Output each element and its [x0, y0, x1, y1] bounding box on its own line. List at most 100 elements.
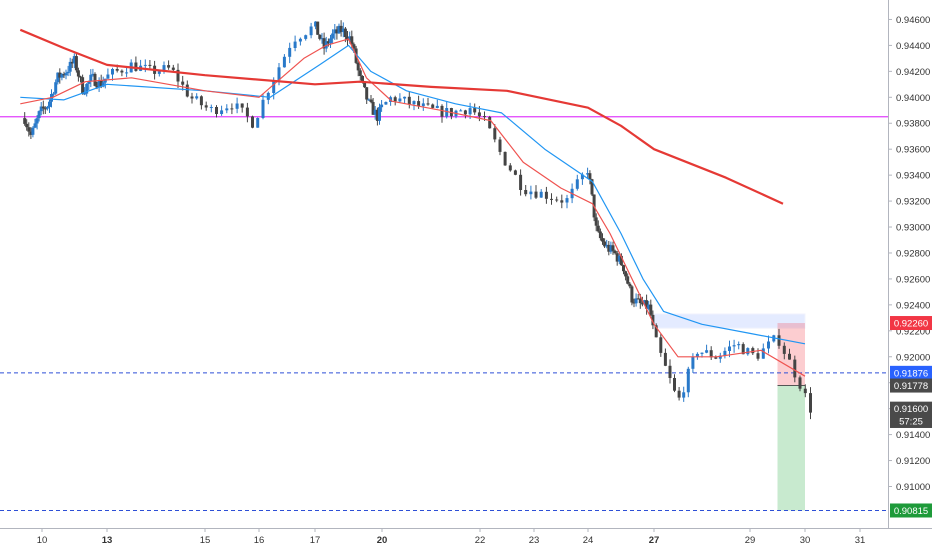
- position-zones: [653, 313, 806, 511]
- x-tick-label: 27: [649, 535, 660, 546]
- candle-body: [663, 352, 667, 366]
- candle-body: [654, 325, 658, 338]
- x-tick-label: 15: [200, 535, 211, 546]
- candle-body: [373, 109, 377, 115]
- candle-body: [798, 377, 802, 389]
- price-label-text: 0.90815: [894, 506, 928, 517]
- candle-body: [37, 111, 41, 119]
- candle-body: [519, 174, 523, 190]
- candle-body: [45, 106, 49, 109]
- candle-body: [793, 359, 797, 378]
- candle-body: [41, 106, 45, 109]
- candle-body: [809, 393, 812, 413]
- candle-body: [369, 99, 373, 102]
- stop-loss-zone: [777, 323, 805, 386]
- candle-body: [746, 348, 750, 355]
- candle-body: [788, 353, 791, 360]
- candle-body: [483, 116, 486, 118]
- candle-body: [550, 198, 553, 200]
- candle-body: [333, 29, 337, 34]
- y-tick-label: 0.94000: [896, 93, 930, 104]
- candle-body: [565, 198, 569, 203]
- candle-body: [384, 102, 388, 105]
- candle-body: [640, 303, 644, 305]
- y-tick-label: 0.93200: [896, 197, 930, 208]
- horizontal-levels: [0, 116, 888, 511]
- candle-body: [412, 101, 416, 105]
- candle-body: [619, 255, 623, 266]
- y-tick-label: 0.93000: [896, 223, 930, 234]
- candle-body: [737, 344, 741, 346]
- candle-body: [624, 271, 628, 277]
- candle-body: [85, 84, 89, 94]
- candle-body: [83, 93, 87, 95]
- candle-body: [261, 99, 265, 118]
- candle-body: [594, 217, 598, 226]
- candle-body: [329, 38, 332, 44]
- candle-body: [393, 97, 397, 102]
- candle-body: [335, 29, 339, 34]
- candle-body: [309, 26, 313, 36]
- candle-body: [539, 191, 543, 198]
- candle-body: [23, 118, 27, 124]
- candle-body: [580, 174, 584, 180]
- candle-body: [686, 368, 690, 393]
- candle-body: [358, 70, 362, 76]
- candle-body: [649, 304, 653, 315]
- x-tick-label: 20: [377, 535, 388, 546]
- candle-body: [590, 179, 594, 195]
- candle-body: [613, 250, 617, 254]
- candle-body: [27, 127, 31, 132]
- candle-body: [503, 151, 507, 166]
- y-tick-label: 0.91200: [896, 456, 930, 467]
- candle-body: [524, 190, 528, 195]
- take-profit-zone: [777, 385, 805, 511]
- x-tick-label: 10: [37, 535, 48, 546]
- time-axis[interactable]: 10 13 15 16 17 20 22 23 24 27 29 30 31: [37, 528, 866, 546]
- candle-body: [761, 348, 765, 359]
- candle-body: [256, 118, 260, 128]
- candle-body: [732, 345, 736, 347]
- candle-body: [617, 255, 621, 262]
- candle-body: [39, 106, 43, 112]
- candle-body: [322, 38, 326, 49]
- candle-body: [609, 245, 613, 252]
- candle-body: [803, 388, 807, 394]
- candle-body: [76, 70, 80, 77]
- candle-body: [157, 71, 161, 74]
- candle-body: [235, 103, 239, 109]
- candle-body: [477, 112, 481, 117]
- candle-body: [488, 117, 492, 129]
- candle-body: [106, 74, 110, 79]
- moving-averages: [19, 28, 806, 377]
- candle-body: [215, 107, 218, 114]
- candle-body: [668, 365, 672, 378]
- candle-body: [288, 47, 292, 57]
- candle-body: [64, 73, 68, 76]
- candle-body: [586, 173, 590, 175]
- candle-body: [634, 298, 638, 304]
- y-tick-label: 0.92200: [896, 326, 930, 337]
- candle-body: [356, 62, 360, 71]
- candle-body: [293, 41, 297, 48]
- candle-body: [741, 344, 745, 355]
- candle-body: [677, 390, 681, 398]
- candle-body: [204, 105, 208, 108]
- sma-slow-line: [19, 28, 784, 205]
- candle-body: [407, 96, 411, 105]
- candle-body: [195, 96, 199, 99]
- y-tick-label: 0.91000: [896, 482, 930, 493]
- price-label-box: [890, 401, 932, 416]
- candle-body: [176, 69, 180, 82]
- y-tick-label: 0.93400: [896, 171, 930, 182]
- candle-body: [298, 38, 302, 42]
- price-label-box: [890, 413, 932, 428]
- candle-body: [647, 304, 651, 309]
- candle-body: [56, 72, 60, 83]
- candle-body: [52, 93, 56, 95]
- y-tick-label: 0.92000: [896, 352, 930, 363]
- candle-body: [93, 73, 97, 86]
